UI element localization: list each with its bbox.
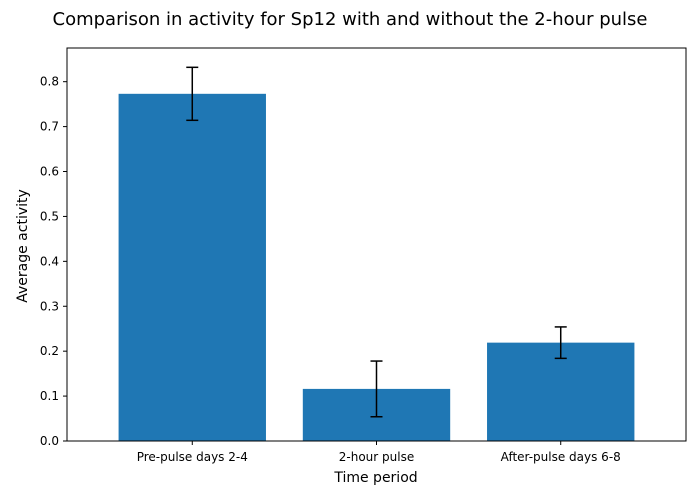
y-tick-label-2: 0.2 (40, 344, 59, 358)
error-bar-2 (554, 326, 567, 360)
bar-0 (118, 93, 266, 442)
plot-frame (66, 47, 687, 442)
y-tick-label-1: 0.1 (40, 389, 59, 403)
y-axis: 0.0 0.1 0.2 0.3 0.4 0.5 0.6 0.7 0.8 (40, 75, 67, 448)
y-tick-label-8: 0.8 (40, 75, 59, 89)
y-tick-label-3: 0.3 (40, 299, 59, 313)
x-axis: Pre-pulse days 2-4 2-hour pulse After-puls… (137, 441, 621, 464)
error-bar-0 (186, 66, 199, 122)
x-tick-label-1: 2-hour pulse (339, 450, 414, 464)
y-tick-label-7: 0.7 (40, 120, 59, 134)
y-tick-label-5: 0.5 (40, 209, 59, 223)
error-bar-1 (370, 360, 383, 418)
x-tick-label-2: After-pulse days 6-8 (501, 450, 621, 464)
y-tick-label-4: 0.4 (40, 254, 59, 268)
x-axis-label: Time period (333, 470, 417, 486)
chart-title: Comparison in activity for Sp12 with and… (53, 9, 648, 30)
y-axis-label: Average activity (15, 189, 31, 303)
x-tick-label-0: Pre-pulse days 2-4 (137, 450, 248, 464)
y-tick-label-0: 0.0 (40, 434, 59, 448)
y-tick-label-6: 0.6 (40, 165, 59, 179)
error-bars (186, 66, 567, 418)
